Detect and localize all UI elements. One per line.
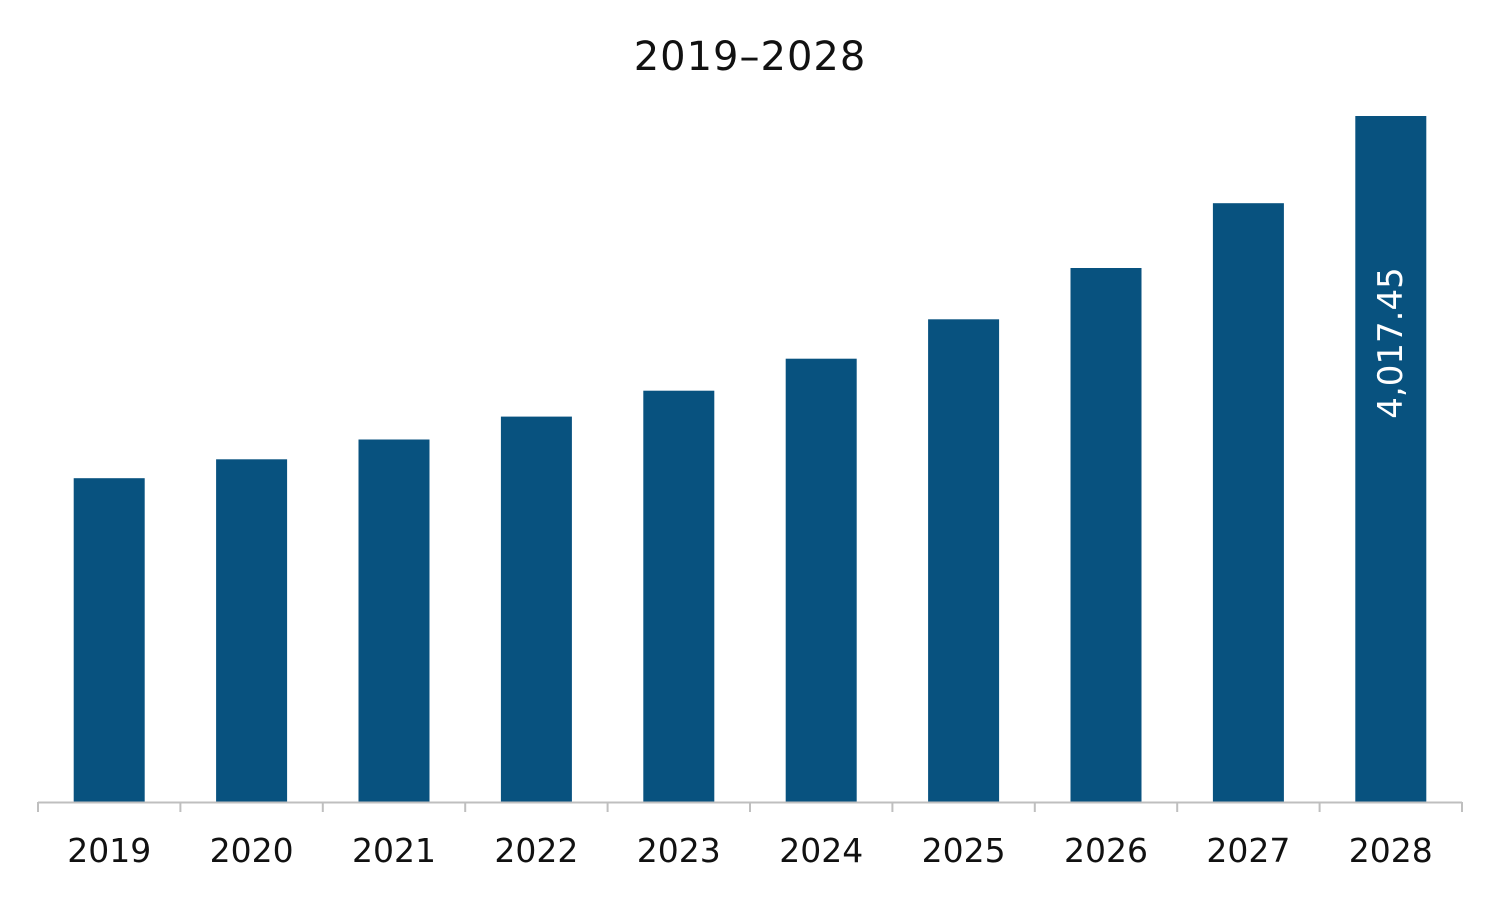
x-tick-label-2020: 2020 [210, 831, 294, 870]
x-tick-label-2028: 2028 [1349, 831, 1433, 870]
data-label-2028: 4,017.45 [1371, 267, 1411, 418]
x-tick-label-2025: 2025 [922, 831, 1006, 870]
bar-2026 [1070, 268, 1142, 802]
x-tick-label-2022: 2022 [494, 831, 578, 870]
x-tick-label-2027: 2027 [1206, 831, 1290, 870]
bar-2021 [358, 439, 430, 802]
bar-2028 [1355, 116, 1427, 802]
bar-2022 [500, 416, 572, 802]
chart-title: 2019–2028 [633, 34, 867, 80]
bar-2019 [73, 478, 145, 802]
bar-2025 [928, 319, 1000, 802]
x-tick-label-2021: 2021 [352, 831, 436, 870]
x-tick-label-2026: 2026 [1064, 831, 1148, 870]
x-tick-label-2023: 2023 [637, 831, 721, 870]
bar-2020 [216, 459, 288, 802]
bar-2027 [1212, 203, 1284, 802]
x-tick-label-2024: 2024 [779, 831, 863, 870]
bar-2024 [785, 358, 857, 802]
bar-2023 [643, 390, 715, 802]
x-tick-label-2019: 2019 [67, 831, 151, 870]
